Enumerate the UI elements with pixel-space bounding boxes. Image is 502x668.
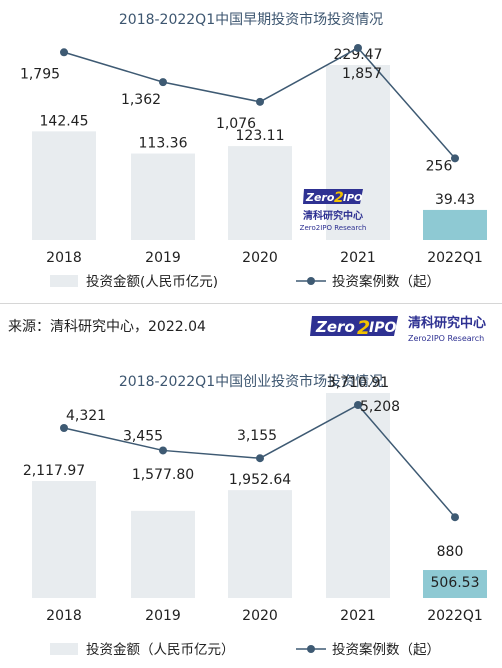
legend-bar-label: 投资金额（人民币亿元）: [86, 642, 235, 658]
brand-cn-name: 清科研究中心: [408, 315, 486, 331]
line-value-label: 3,455: [123, 428, 163, 444]
category-label: 2022Q1: [427, 250, 483, 266]
line-value-label: 256: [426, 158, 453, 174]
brand-logo: Zero 2 IPO 清科研究中心 Zero2IPO Research: [310, 315, 486, 343]
bar: [32, 131, 96, 240]
legend-line-marker: [307, 645, 315, 653]
bar: [423, 570, 487, 598]
category-label: 2020: [242, 608, 278, 624]
watermark-logo-icon: [303, 189, 363, 204]
bar-value-label: 1,952.64: [229, 472, 291, 488]
line-value-label: 3,155: [237, 428, 277, 444]
chart-title: 2018-2022Q1中国创业投资市场投资情况: [119, 373, 383, 390]
line-value-label: 1,076: [216, 116, 256, 132]
line-value-label: 1,795: [20, 66, 60, 82]
line-point: [354, 401, 362, 409]
legend-bar-label: 投资金额(人民币亿元): [86, 274, 218, 290]
bar: [228, 490, 292, 598]
watermark-logo-right: IPO: [343, 193, 363, 204]
category-label: 2019: [145, 250, 181, 266]
line-point: [60, 48, 68, 57]
line-point: [159, 446, 167, 455]
legend-bar-swatch: [50, 643, 78, 655]
line-point: [451, 513, 459, 522]
bar-series: [32, 65, 487, 240]
logo-text-left: Zero: [315, 318, 355, 336]
bar: [326, 393, 390, 598]
line-points: [60, 401, 459, 522]
bar-value-labels: 142.45 113.36 123.11 229.47 39.43: [40, 47, 476, 208]
zero2ipo-logo-icon: Zero 2 IPO: [310, 316, 398, 339]
line-point: [159, 78, 167, 87]
legend-line-label: 投资案例数（起）: [332, 273, 440, 290]
bar-value-labels: 2,117.97 1,577.80 1,952.64 3,710.91 506.53: [23, 375, 480, 591]
line-point: [354, 44, 362, 52]
line-value-labels: 1,795 1,362 1,076 1,857 256: [20, 66, 452, 174]
line-value-label: 5,208: [360, 399, 400, 415]
category-label: 2018: [46, 250, 82, 266]
watermark-cn-name: 清科研究中心: [303, 209, 363, 222]
legend-line-label: 投资案例数（起）: [332, 641, 440, 658]
line-value-label: 1,362: [121, 92, 161, 108]
chart-legend: 投资金额（人民币亿元） 投资案例数（起）: [50, 641, 440, 658]
watermark-logo-two: 2: [334, 190, 344, 206]
bar: [423, 209, 487, 240]
line-point: [256, 97, 264, 106]
bar: [131, 510, 195, 598]
line-point: [451, 154, 459, 163]
logo-text-two: 2: [357, 317, 370, 339]
bar: [326, 65, 390, 240]
venture-investment-chart: 2018-2022Q1中国创业投资市场投资情况 2,117.97 1,577.80 1…: [23, 373, 487, 658]
bar-value-label: 113.36: [139, 136, 188, 152]
chart-legend: 投资金额(人民币亿元) 投资案例数（起）: [50, 273, 440, 290]
bar: [131, 153, 195, 240]
line-value-label: 1,857: [342, 66, 382, 82]
legend-line-marker: [307, 277, 315, 285]
bar-value-label: 1,577.80: [132, 467, 194, 483]
category-label: 2020: [242, 250, 278, 266]
bar-series: [32, 393, 487, 598]
chart-title: 2018-2022Q1中国早期投资市场投资情况: [119, 11, 383, 28]
watermark-en-name: Zero2IPO Research: [300, 224, 367, 232]
bar: [228, 146, 292, 240]
line-value-label: 880: [437, 544, 464, 560]
legend-bar-swatch: [50, 275, 78, 287]
bar: [32, 480, 96, 598]
line-point: [60, 423, 68, 432]
category-label: 2019: [145, 608, 181, 624]
category-label: 2021: [340, 250, 376, 266]
brand-en-name: Zero2IPO Research: [408, 334, 484, 343]
line-value-labels: 4,321 3,455 3,155 5,208 880: [66, 399, 463, 560]
bar-value-label: 2,117.97: [23, 463, 85, 479]
logo-text-right: IPO: [369, 320, 396, 336]
bar-value-label: 229.47: [334, 47, 383, 63]
category-label: 2021: [340, 608, 376, 624]
watermark-logo-left: Zero: [305, 191, 335, 204]
category-label: 2018: [46, 608, 82, 624]
bar-value-label: 142.45: [40, 113, 89, 129]
bar-value-label: 3,710.91: [327, 375, 389, 391]
watermark-logo: Zero 2 IPO 清科研究中心 Zero2IPO Research: [300, 189, 367, 232]
early-stage-investment-chart: 2018-2022Q1中国早期投资市场投资情况 142.45 113.36 123.1…: [20, 11, 487, 290]
category-label: 2022Q1: [427, 608, 483, 624]
line-point: [256, 454, 264, 463]
bar-value-label: 506.53: [431, 575, 480, 591]
line-points: [60, 44, 459, 163]
line-value-label: 4,321: [66, 408, 106, 424]
bar-value-label: 39.43: [435, 192, 475, 208]
section-divider: [0, 303, 502, 304]
source-note: 来源：清科研究中心，2022.04: [8, 319, 206, 335]
bar-value-label: 123.11: [236, 128, 285, 144]
